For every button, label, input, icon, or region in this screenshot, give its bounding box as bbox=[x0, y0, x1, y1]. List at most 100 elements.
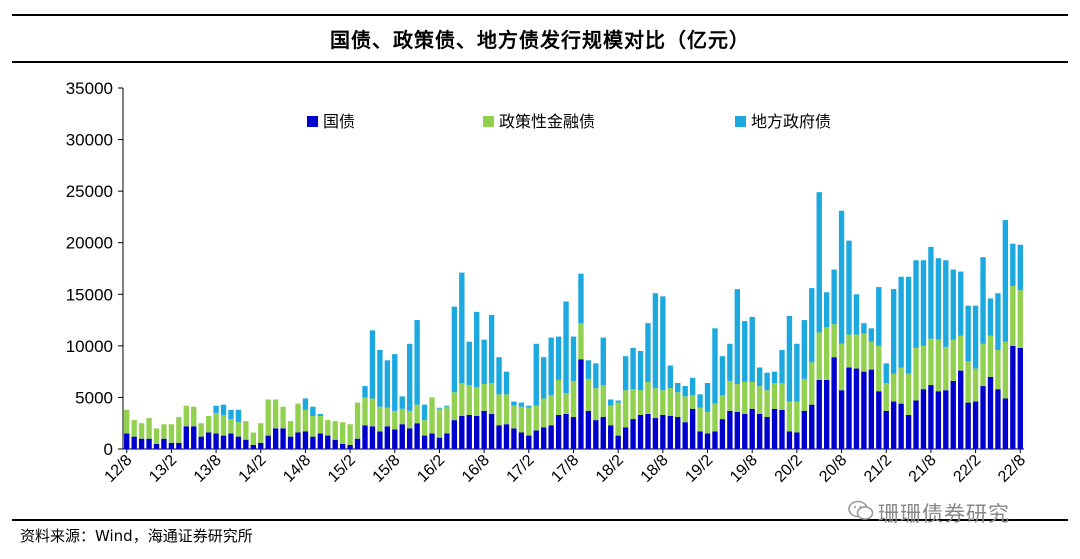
bar-segment-zhengce bbox=[980, 343, 986, 387]
x-tick-label: 18/2 bbox=[593, 452, 627, 486]
bar-segment-zhengce bbox=[302, 409, 309, 432]
bar-segment-zhengce bbox=[287, 421, 294, 437]
bar-segment-guozhai bbox=[876, 391, 882, 449]
bar-segment-zhengce bbox=[868, 341, 875, 370]
legend-label: 国债 bbox=[323, 112, 355, 131]
bar-segment-guozhai bbox=[407, 428, 413, 449]
bar-segment-zhengce bbox=[630, 389, 636, 420]
bar-segment-difang bbox=[764, 372, 770, 391]
bar-segment-zhengce bbox=[600, 385, 606, 418]
bar-segment-zhengce bbox=[570, 380, 577, 418]
bar-segment-difang bbox=[474, 311, 480, 388]
bar-segment-zhengce bbox=[950, 339, 956, 381]
bar-segment-difang bbox=[704, 382, 711, 412]
x-axis: 12/8 13/2 13/8 14/2 14/8 15/2 15/8 16/2 16/8 17/2… bbox=[102, 448, 1029, 486]
bar-segment-difang bbox=[459, 272, 465, 383]
bar-segment-guozhai bbox=[347, 444, 353, 449]
bar-segment-zhengce bbox=[846, 334, 852, 368]
bar-segment-difang bbox=[630, 347, 636, 390]
bar-segment-difang bbox=[831, 269, 837, 325]
bar-segment-difang bbox=[719, 356, 726, 396]
bar-segment-difang bbox=[526, 405, 532, 408]
bar-segment-guozhai bbox=[600, 417, 606, 449]
bar-segment-difang bbox=[898, 276, 904, 368]
bar-segment-guozhai bbox=[280, 428, 286, 449]
bar-segment-difang bbox=[481, 339, 487, 385]
bar-segment-zhengce bbox=[786, 401, 793, 432]
bar-segment-zhengce bbox=[243, 421, 249, 440]
bar-segment-zhengce bbox=[310, 415, 316, 437]
bar-segment-guozhai bbox=[191, 426, 197, 449]
legend: 国债 政策性金融债 地方政府债 bbox=[307, 112, 831, 131]
bar-segment-guozhai bbox=[578, 359, 584, 449]
bar-segment-guozhai bbox=[742, 413, 748, 449]
bar-segment-difang bbox=[585, 360, 592, 379]
bar-segment-guozhai bbox=[399, 424, 405, 449]
bar-segment-zhengce bbox=[183, 405, 189, 427]
bar-segment-zhengce bbox=[339, 422, 346, 444]
bar-segment-zhengce bbox=[801, 378, 808, 411]
bar-segment-zhengce bbox=[466, 385, 472, 415]
bar-segment-difang bbox=[570, 336, 577, 381]
bar-segment-guozhai bbox=[339, 443, 346, 449]
bar-segment-guozhai bbox=[377, 431, 383, 449]
bar-segment-difang bbox=[399, 396, 405, 409]
bar-segment-zhengce bbox=[548, 395, 554, 426]
bar-segment-guozhai bbox=[325, 435, 331, 449]
bar-segment-guozhai bbox=[749, 408, 755, 449]
bar-segment-zhengce bbox=[898, 367, 904, 404]
bar-segment-zhengce bbox=[198, 423, 204, 437]
bar-segment-zhengce bbox=[891, 373, 897, 402]
bar-segment-zhengce bbox=[608, 405, 614, 426]
bar-segment-difang bbox=[950, 269, 956, 340]
bar-segment-difang bbox=[846, 240, 852, 335]
bar-segment-difang bbox=[414, 320, 420, 405]
bar-segment-guozhai bbox=[421, 435, 428, 449]
bar-segment-guozhai bbox=[816, 379, 822, 449]
bar-segment-difang bbox=[451, 306, 458, 393]
bar-segment-guozhai bbox=[920, 389, 927, 449]
bar-segment-difang bbox=[518, 402, 525, 407]
bar-segment-zhengce bbox=[280, 406, 286, 429]
bar-segment-difang bbox=[779, 349, 785, 383]
bar-segment-difang bbox=[652, 293, 659, 389]
legend-swatch bbox=[735, 116, 746, 127]
bar-segment-difang bbox=[563, 301, 569, 394]
bar-segment-guozhai bbox=[935, 391, 942, 449]
bar-segment-difang bbox=[965, 305, 971, 362]
bar-segment-guozhai bbox=[727, 410, 733, 449]
x-tick-label: 19/8 bbox=[727, 452, 761, 486]
bar-segment-zhengce bbox=[369, 398, 376, 427]
bar-segment-zhengce bbox=[265, 399, 271, 436]
bar-segment-difang bbox=[578, 273, 584, 324]
bar-segment-guozhai bbox=[235, 436, 242, 449]
bars bbox=[124, 192, 1023, 449]
bar-segment-zhengce bbox=[771, 382, 778, 409]
bar-segment-zhengce bbox=[764, 390, 770, 418]
bar-segment-zhengce bbox=[377, 406, 383, 432]
bar-segment-difang bbox=[488, 314, 495, 383]
bar-segment-guozhai bbox=[168, 442, 175, 449]
bar-segment-difang bbox=[876, 287, 882, 346]
bar-segment-guozhai bbox=[1002, 398, 1009, 449]
bar-segment-zhengce bbox=[682, 396, 688, 423]
bar-segment-difang bbox=[511, 401, 517, 406]
bar-segment-zhengce bbox=[943, 346, 949, 391]
bar-segment-guozhai bbox=[652, 418, 659, 449]
bar-segment-zhengce bbox=[920, 345, 927, 390]
bar-segment-difang bbox=[883, 363, 889, 383]
bar-segment-guozhai bbox=[846, 367, 852, 449]
bar-segment-zhengce bbox=[935, 339, 942, 392]
bar-segment-difang bbox=[972, 305, 979, 369]
bar-segment-zhengce bbox=[332, 421, 338, 440]
bar-segment-difang bbox=[675, 382, 681, 393]
bar-segment-guozhai bbox=[950, 380, 956, 449]
bar-segment-difang bbox=[712, 328, 718, 404]
bar-segment-guozhai bbox=[861, 371, 867, 449]
bar-segment-guozhai bbox=[593, 420, 599, 449]
bar-segment-difang bbox=[1002, 220, 1009, 342]
bar-segment-guozhai bbox=[310, 436, 316, 449]
bar-segment-guozhai bbox=[503, 424, 510, 449]
bar-segment-guozhai bbox=[258, 442, 264, 449]
